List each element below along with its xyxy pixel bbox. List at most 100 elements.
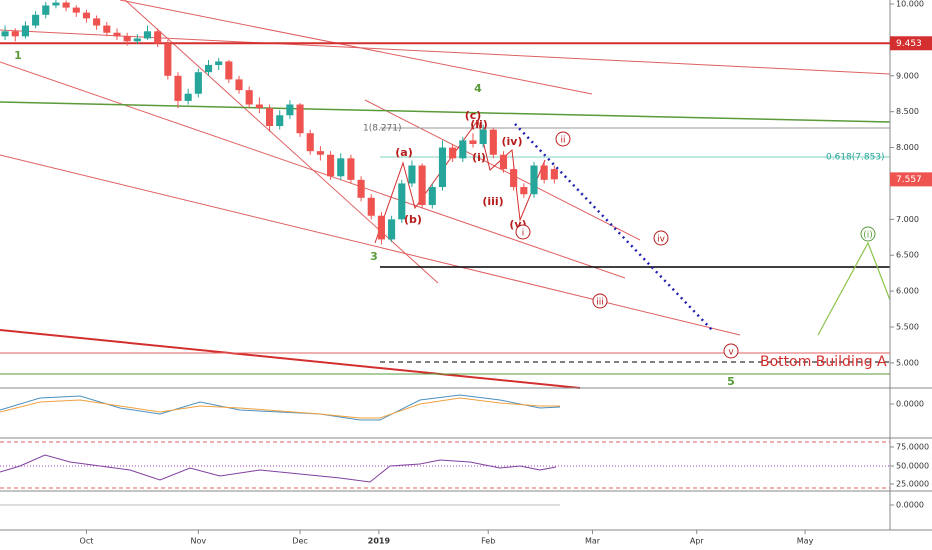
annotation: (i) <box>863 231 873 241</box>
candle-body <box>469 140 477 144</box>
candle-body <box>479 129 487 144</box>
candle-body <box>11 31 19 37</box>
annotation: Bottom Building A <box>760 354 887 370</box>
candle-body <box>255 104 263 109</box>
annotation: (c) <box>465 109 482 122</box>
annotation: ii <box>560 136 565 146</box>
annotation: (b) <box>404 213 422 226</box>
candle-body <box>286 104 294 116</box>
candle-body <box>154 31 162 44</box>
y-tick-label: 50.0000 <box>896 462 929 471</box>
candle-body <box>42 5 50 15</box>
y-tick-label: 0.0000 <box>896 501 924 510</box>
y-tick-label: 7.000 <box>896 215 919 224</box>
candle-body <box>52 2 60 6</box>
y-tick-label: 10.000 <box>896 0 924 9</box>
candle-body <box>530 165 538 195</box>
fib-label: 0.618(7.853) <box>826 153 885 163</box>
candle-body <box>449 147 457 159</box>
trendline <box>0 154 741 336</box>
candle-body <box>103 25 111 33</box>
annotation-circle <box>653 230 669 246</box>
candle-body <box>489 129 497 155</box>
annotation-circle <box>723 343 739 359</box>
y-tick-label: 75.0000 <box>896 443 929 452</box>
candle-body <box>32 14 40 26</box>
candle-body <box>337 158 345 177</box>
y-tick-label: 6.000 <box>896 287 919 296</box>
candle-body <box>306 133 314 152</box>
candle-body <box>164 43 172 76</box>
rsi-line <box>0 454 557 483</box>
annotation: iv <box>657 235 666 245</box>
annotation: (iii) <box>482 195 503 208</box>
candle-body <box>235 79 243 91</box>
x-tick-label: Apr <box>690 537 705 546</box>
annotation: i <box>522 229 525 239</box>
y-tick-label: 5.000 <box>896 358 919 367</box>
annotation: (a) <box>395 146 412 159</box>
fib-label: 1(8.271) <box>363 124 402 134</box>
trendline <box>0 329 581 389</box>
x-tick-label: May <box>797 537 814 546</box>
candle-body <box>93 18 101 26</box>
y-tick-label: 6.500 <box>896 251 919 260</box>
candle-body <box>245 90 253 105</box>
candle-body <box>62 2 70 8</box>
candle-body <box>296 104 304 134</box>
candle-body <box>499 154 508 170</box>
price-tag <box>890 36 932 51</box>
candle-body <box>113 32 121 37</box>
candle-body <box>184 93 192 101</box>
y-tick-label: 8.000 <box>896 143 919 152</box>
annotation: 3 <box>370 250 378 263</box>
x-tick-label: Feb <box>481 537 495 546</box>
candle-body <box>377 215 385 240</box>
candle-body <box>438 147 447 188</box>
candle-body <box>123 36 131 42</box>
annotation: 4 <box>474 82 482 95</box>
candle-body <box>510 169 518 188</box>
trendline <box>364 99 641 241</box>
candle-body <box>520 187 528 195</box>
projection <box>817 241 891 336</box>
annotation-circle <box>592 293 608 309</box>
candle-body <box>21 25 29 37</box>
price-tag-label: 9.453 <box>896 39 922 49</box>
drawings <box>0 0 932 531</box>
trendline <box>0 101 891 123</box>
annotation: iii <box>596 298 604 308</box>
candle-body <box>194 72 202 94</box>
candle-body <box>225 61 233 80</box>
candle-body <box>357 179 365 198</box>
annotation: v <box>728 348 734 358</box>
annotation-circle <box>515 224 531 240</box>
candle-body <box>408 165 416 184</box>
wave-lines <box>374 118 546 244</box>
y-tick-label: 9.000 <box>896 71 919 80</box>
x-tick-label: 2019 <box>368 537 391 546</box>
annotation: 5 <box>727 375 735 388</box>
candle-body <box>367 197 375 216</box>
candle-body <box>540 165 548 180</box>
annotation: (ii) <box>470 118 488 131</box>
x-tick-label: Oct <box>80 537 94 546</box>
annotation: (i) <box>472 151 486 164</box>
x-tick-label: Dec <box>292 537 307 546</box>
trendline <box>119 0 593 95</box>
trendline <box>124 0 439 284</box>
candle-body <box>1 31 9 37</box>
candle-body <box>550 169 558 180</box>
annotation: 1 <box>14 49 22 62</box>
candle-body <box>82 12 91 19</box>
y-tick-label: 25.0000 <box>896 480 929 489</box>
annotation: (iv) <box>502 135 523 148</box>
annotation-circle <box>860 226 876 242</box>
candle-body <box>204 65 213 73</box>
y-tick-label: 5.500 <box>896 322 919 331</box>
candle-body <box>347 158 355 180</box>
candle-body <box>174 75 182 101</box>
candle-body <box>133 38 141 42</box>
